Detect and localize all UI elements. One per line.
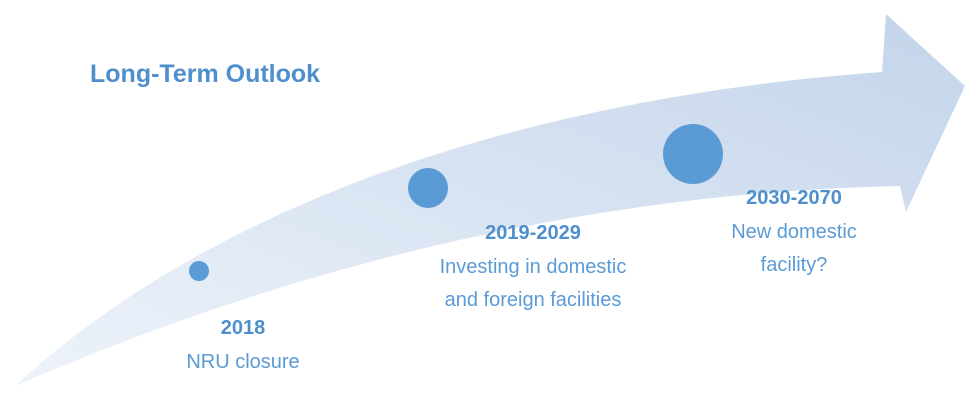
milestone-labels: 2018 NRU closure 2019-2029 Investing in dom… [186, 187, 856, 373]
milestone-period: 2018 [221, 317, 266, 339]
milestone-text: NRU closure [186, 351, 299, 373]
title: Long-Term Outlook [90, 60, 320, 88]
milestone-text: Investing in domestic [440, 256, 627, 278]
timeline-arrow [15, 14, 965, 386]
milestone-dot [408, 168, 448, 208]
milestone-text: and foreign facilities [445, 289, 622, 311]
milestone-dot [189, 261, 209, 281]
milestone-dot [663, 124, 723, 184]
milestone-period: 2019-2029 [485, 222, 581, 244]
milestone-period: 2030-2070 [746, 187, 842, 209]
milestone-text: New domestic [731, 221, 857, 243]
milestone-text: facility? [761, 254, 828, 276]
